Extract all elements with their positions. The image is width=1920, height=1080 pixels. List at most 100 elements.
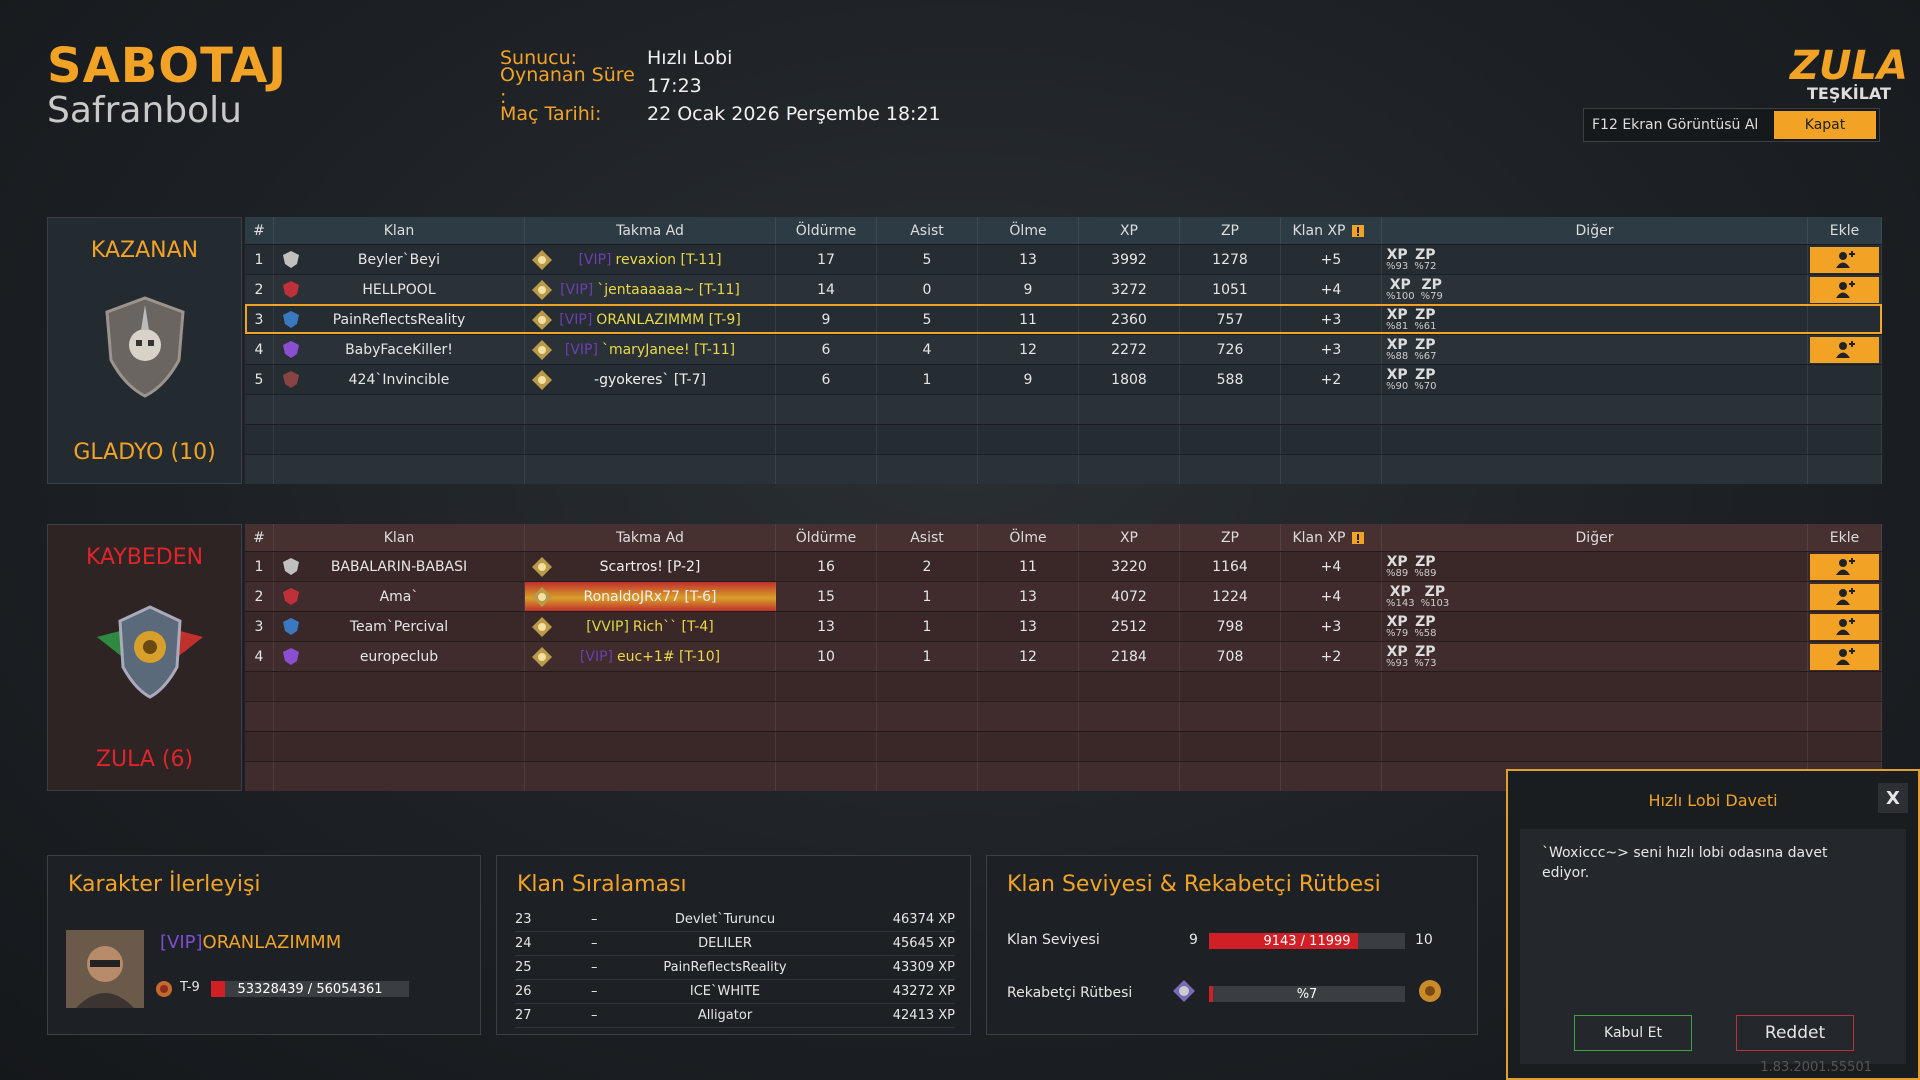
- assists: 2: [922, 558, 932, 575]
- vip-tag: [VIP]: [579, 648, 613, 665]
- clan-cell: europeclub: [274, 642, 525, 671]
- assists-cell: [877, 425, 978, 454]
- xp-cell: [1079, 425, 1180, 454]
- xp: 4072: [1111, 588, 1147, 605]
- player-avatar: [531, 339, 553, 361]
- kills: 15: [817, 588, 835, 605]
- nick-cell: [VVIP] Rich`` [T-4]: [525, 612, 776, 641]
- bonuses-cell: XP %90 ZP %70: [1382, 365, 1808, 394]
- player-nick: RonaldoJRx77 [T-6]: [583, 588, 717, 605]
- can-add-cell: [1808, 365, 1882, 394]
- column-header: XP: [1079, 217, 1180, 244]
- rank: 4: [254, 648, 264, 665]
- screenshot-button[interactable]: F12 Ekran Görüntüsü Al: [1592, 117, 1759, 133]
- clan-name: HELLPOOL: [362, 281, 436, 298]
- add-friend-button[interactable]: [1810, 613, 1879, 640]
- add-friend-button[interactable]: [1810, 336, 1879, 363]
- clan-name: Beyler`Beyi: [357, 251, 441, 268]
- deaths-cell: 9: [978, 365, 1079, 394]
- info-row: Maç Tarihi: 22 Ocak 2026 Perşembe 18:21: [500, 100, 941, 128]
- add-friend-button[interactable]: [1810, 583, 1879, 610]
- clan-icon-shape: [283, 648, 299, 665]
- bonus-value: %100: [1386, 290, 1415, 302]
- clan-cell: PainReflectsReality: [274, 305, 525, 334]
- ranking-change: –: [591, 984, 598, 999]
- clan-icon-shape: [283, 618, 299, 635]
- info-row: Sunucu: Hızlı Lobi: [500, 44, 941, 72]
- player-row: 3 PainReflectsReality [VIP] ORANLAZIMMM [T-…: [245, 304, 1882, 334]
- xp-cell: [1079, 732, 1180, 761]
- bonus-type: ZP: [1421, 276, 1442, 293]
- header-row: # Klan Takma Ad Öldürme Asist Ölme XP ZP Klan XP…: [245, 217, 1882, 244]
- assists: 1: [922, 648, 932, 665]
- clan-xp: +4: [1320, 558, 1342, 575]
- decline-button[interactable]: Reddet: [1736, 1015, 1854, 1051]
- player-avatar-shape: [532, 309, 552, 330]
- can-add-cell: [1808, 425, 1882, 454]
- bonus: ZP %72: [1414, 248, 1436, 272]
- deaths-cell: [978, 425, 1079, 454]
- accept-button[interactable]: Kabul Et: [1574, 1015, 1692, 1051]
- bonus-value: %93: [1386, 260, 1409, 272]
- info-label: Maç Tarihi:: [500, 103, 602, 125]
- column-header: Asist: [877, 524, 978, 551]
- bonus-type: ZP: [1415, 306, 1436, 323]
- bonus-value: %79: [1420, 290, 1443, 302]
- can-add-cell: [1808, 642, 1882, 671]
- nick-cell: RonaldoJRx77 [T-6]: [525, 582, 776, 611]
- bonus-type: ZP: [1415, 336, 1436, 353]
- clan-xp-cell: +2: [1281, 365, 1382, 394]
- ranking-xp: 42413 XP: [892, 1008, 955, 1023]
- nick-cell: [525, 672, 776, 701]
- bonus-value: %89: [1386, 567, 1409, 579]
- xp-cell: [1079, 672, 1180, 701]
- clan-name: europeclub: [359, 648, 439, 665]
- clan-icon: [282, 587, 300, 606]
- bonus: ZP %70: [1414, 368, 1436, 392]
- team-box: KAZANAN GLADYO (10): [47, 217, 242, 484]
- clan-cell: [274, 455, 525, 484]
- player-avatar: [531, 616, 553, 638]
- bonus: ZP %67: [1414, 338, 1436, 362]
- nick-cell: [VIP] euc+1# [T-10]: [525, 642, 776, 671]
- deaths-cell: 13: [978, 582, 1079, 611]
- bonus-type: XP: [1386, 366, 1408, 383]
- zp-cell: [1180, 672, 1281, 701]
- add-friend-icon: [1835, 587, 1855, 605]
- add-friend-button[interactable]: [1810, 643, 1879, 670]
- bonus: XP %88: [1386, 338, 1408, 362]
- add-friend-button[interactable]: [1810, 246, 1879, 273]
- zp: 757: [1216, 311, 1244, 328]
- xp-cell: [1079, 395, 1180, 424]
- clan-name: BABALARIN-BABASI: [330, 558, 468, 575]
- empty-row: [245, 671, 1882, 701]
- zp-cell: 708: [1180, 642, 1281, 671]
- bonus: XP %143: [1386, 585, 1415, 609]
- can-add-cell: [1808, 455, 1882, 484]
- invite-close[interactable]: X: [1878, 783, 1908, 813]
- add-friend-icon: [1835, 280, 1855, 298]
- zp: 1164: [1212, 558, 1248, 575]
- xp-cell: 3992: [1079, 245, 1180, 274]
- warning-icon: [1351, 531, 1364, 544]
- assists-cell: 1: [877, 642, 978, 671]
- game-logo: ZULA TEŞKİLAT: [1790, 46, 1908, 102]
- clan-xp-cell: +2: [1281, 642, 1382, 671]
- bonus-type: ZP: [1415, 553, 1436, 570]
- add-friend-button[interactable]: [1810, 553, 1879, 580]
- team-clan: GLADYO (10): [73, 440, 216, 465]
- clan-ranking-panel: Klan Sıralaması 23 – Devlet`Turuncu 46374 X…: [496, 855, 971, 1035]
- column-header: Diğer: [1382, 217, 1808, 244]
- add-friend-button[interactable]: [1810, 276, 1879, 303]
- close-button[interactable]: Kapat: [1774, 111, 1876, 139]
- warning-icon-shape: [1351, 531, 1364, 544]
- clan-cell: BabyFaceKiller!: [274, 335, 525, 364]
- deaths: 13: [1019, 588, 1037, 605]
- bonus-type: ZP: [1424, 583, 1446, 600]
- bonus-type: XP: [1386, 553, 1408, 570]
- clan-cell: [274, 702, 525, 731]
- ranking-rank: 27: [515, 1008, 532, 1023]
- team-box: KAYBEDEN ZULA (6): [47, 524, 242, 791]
- player-nick: `maryJanee! [T-11]: [601, 341, 736, 358]
- team-status: KAZANAN: [90, 238, 199, 263]
